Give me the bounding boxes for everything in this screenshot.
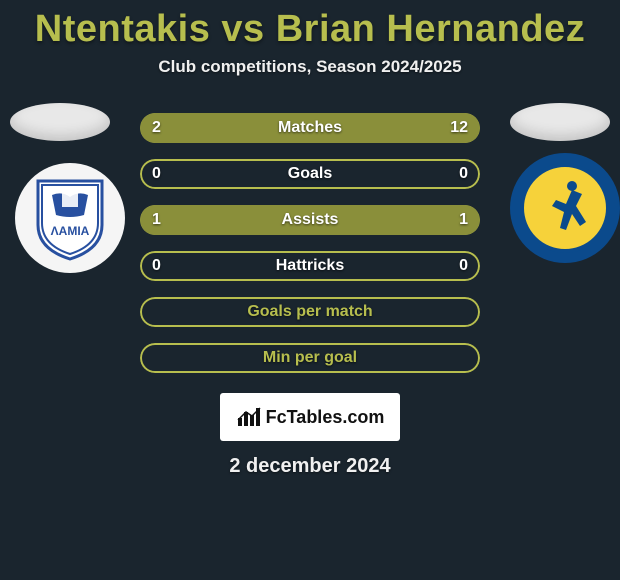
stats-list: 212Matches 00Goals 11Assists 00Hattricks Goa… bbox=[140, 113, 480, 373]
page-subtitle: Club competitions, Season 2024/2025 bbox=[0, 57, 620, 77]
stat-label: Goals bbox=[140, 159, 480, 189]
brand-text: FcTables.com bbox=[266, 407, 385, 428]
player-left-silhouette bbox=[10, 103, 110, 141]
stat-row: Min per goal bbox=[140, 343, 480, 373]
stat-row: 212Matches bbox=[140, 113, 480, 143]
stat-row: Goals per match bbox=[140, 297, 480, 327]
comparison-card: Ntentakis vs Brian Hernandez Club compet… bbox=[0, 0, 620, 478]
panetolikos-crest-icon bbox=[520, 163, 610, 253]
brand-attribution[interactable]: FcTables.com bbox=[220, 393, 400, 441]
page-title: Ntentakis vs Brian Hernandez bbox=[0, 8, 620, 51]
snapshot-date: 2 december 2024 bbox=[0, 455, 620, 478]
fctables-logo-icon bbox=[236, 406, 264, 428]
stat-label: Matches bbox=[140, 113, 480, 143]
lamia-crest-icon: ΛΑΜΙΑ bbox=[34, 175, 106, 261]
stat-label: Hattricks bbox=[140, 251, 480, 281]
stat-label: Goals per match bbox=[140, 297, 480, 327]
stat-row: 11Assists bbox=[140, 205, 480, 235]
svg-text:ΛΑΜΙΑ: ΛΑΜΙΑ bbox=[51, 224, 90, 238]
club-badge-left: ΛΑΜΙΑ bbox=[15, 163, 125, 273]
player-right-silhouette bbox=[510, 103, 610, 141]
stat-row: 00Hattricks bbox=[140, 251, 480, 281]
stat-label: Assists bbox=[140, 205, 480, 235]
stat-row: 00Goals bbox=[140, 159, 480, 189]
club-badge-right bbox=[510, 153, 620, 263]
content-area: ΛΑΜΙΑ 212Matches 00Goals 11Assists 00Hattri… bbox=[0, 113, 620, 478]
stat-label: Min per goal bbox=[140, 343, 480, 373]
